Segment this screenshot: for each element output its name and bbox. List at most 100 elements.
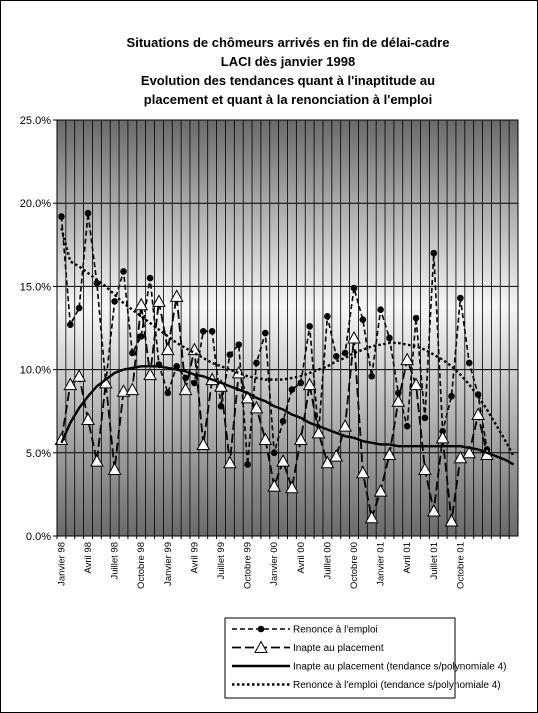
point <box>107 462 122 475</box>
x-tick-label: Janvier 99 <box>163 542 174 586</box>
point <box>306 323 313 330</box>
point <box>146 274 154 282</box>
point <box>160 342 175 356</box>
point <box>444 513 459 527</box>
point <box>288 386 296 393</box>
y-tick-label: 0.0% <box>26 531 51 543</box>
x-tick-label: Octobre 98 <box>136 542 147 589</box>
x-tick-label: Juillet 99 <box>216 542 227 580</box>
point <box>240 390 255 404</box>
point <box>253 359 260 367</box>
y-tick-label: 15.0% <box>20 281 51 293</box>
point <box>356 465 370 479</box>
x-tick-label: Octobre 01 <box>455 542 466 589</box>
point <box>320 455 335 469</box>
point <box>409 377 423 391</box>
point <box>90 454 104 467</box>
x-tick-label: Juillet 01 <box>429 542 440 580</box>
point <box>465 359 473 367</box>
point <box>75 304 83 312</box>
point <box>462 445 477 459</box>
legend-label: Renonce à l'emploi (tendance s/polynomia… <box>293 680 501 691</box>
point <box>373 484 388 497</box>
point <box>152 294 166 307</box>
x-tick-label: Juillet 98 <box>110 542 121 580</box>
point <box>134 297 149 311</box>
point <box>58 213 65 220</box>
series-line <box>60 365 515 466</box>
legend-marker <box>257 625 265 633</box>
plot-border <box>56 119 519 537</box>
point <box>377 306 384 313</box>
point <box>418 462 432 475</box>
point <box>341 349 349 357</box>
x-tick-label: Janvier 01 <box>376 542 387 586</box>
point <box>391 394 406 407</box>
x-tick-label: Juillet 00 <box>322 542 333 580</box>
point <box>448 392 455 400</box>
point <box>400 352 415 366</box>
point <box>350 284 358 292</box>
x-tick-label: Avril 01 <box>402 542 413 574</box>
point <box>262 329 269 337</box>
point <box>81 412 95 426</box>
x-tick-label: Avril 00 <box>296 542 307 574</box>
point <box>412 314 420 322</box>
point <box>332 352 340 360</box>
point <box>285 480 299 494</box>
point <box>258 432 273 445</box>
point <box>137 333 145 340</box>
point <box>84 209 92 217</box>
y-tick-label: 10.0% <box>20 365 51 377</box>
point <box>338 419 352 432</box>
point <box>421 414 429 422</box>
point <box>403 422 411 430</box>
x-tick-label: Janvier 98 <box>56 542 67 586</box>
y-tick-label: 5.0% <box>26 448 51 460</box>
point <box>63 377 78 391</box>
point <box>426 503 441 517</box>
point <box>435 430 450 444</box>
point <box>199 328 207 335</box>
chart-title: LACI dès janvier 1998 <box>221 54 355 69</box>
chart-title: Evolution des tendances quant à l'inapti… <box>141 73 435 88</box>
point <box>270 449 278 457</box>
point <box>457 294 464 302</box>
point <box>324 313 331 320</box>
chart-title: Situations de chômeurs arrivés en fin de… <box>127 35 450 50</box>
point <box>72 369 87 382</box>
point <box>143 367 157 381</box>
point <box>244 461 251 468</box>
point <box>208 328 216 335</box>
x-tick-label: Janvier 00 <box>269 542 280 586</box>
point <box>276 454 290 467</box>
y-tick-label: 20.0% <box>20 198 51 210</box>
point <box>249 400 264 414</box>
point <box>382 447 397 460</box>
legend-label: Inapte au placement <box>293 643 384 654</box>
point <box>430 249 438 257</box>
x-tick-label: Octobre 99 <box>243 542 254 589</box>
x-tick-label: Avril 98 <box>83 542 94 574</box>
point <box>471 407 485 421</box>
point <box>368 372 376 380</box>
point <box>169 289 184 302</box>
point <box>293 432 308 445</box>
point <box>173 362 180 370</box>
legend-label: Renonce à l'emploi <box>293 625 378 636</box>
point <box>164 389 172 397</box>
point <box>93 279 101 287</box>
point <box>386 334 393 342</box>
point <box>129 349 136 357</box>
legend-marker <box>254 640 268 653</box>
point <box>66 321 74 328</box>
y-tick-label: 25.0% <box>20 115 51 127</box>
point <box>311 425 326 439</box>
point <box>297 379 305 387</box>
point <box>235 341 243 348</box>
point <box>347 330 361 344</box>
point <box>223 455 237 469</box>
point <box>214 379 228 392</box>
point <box>120 268 127 275</box>
